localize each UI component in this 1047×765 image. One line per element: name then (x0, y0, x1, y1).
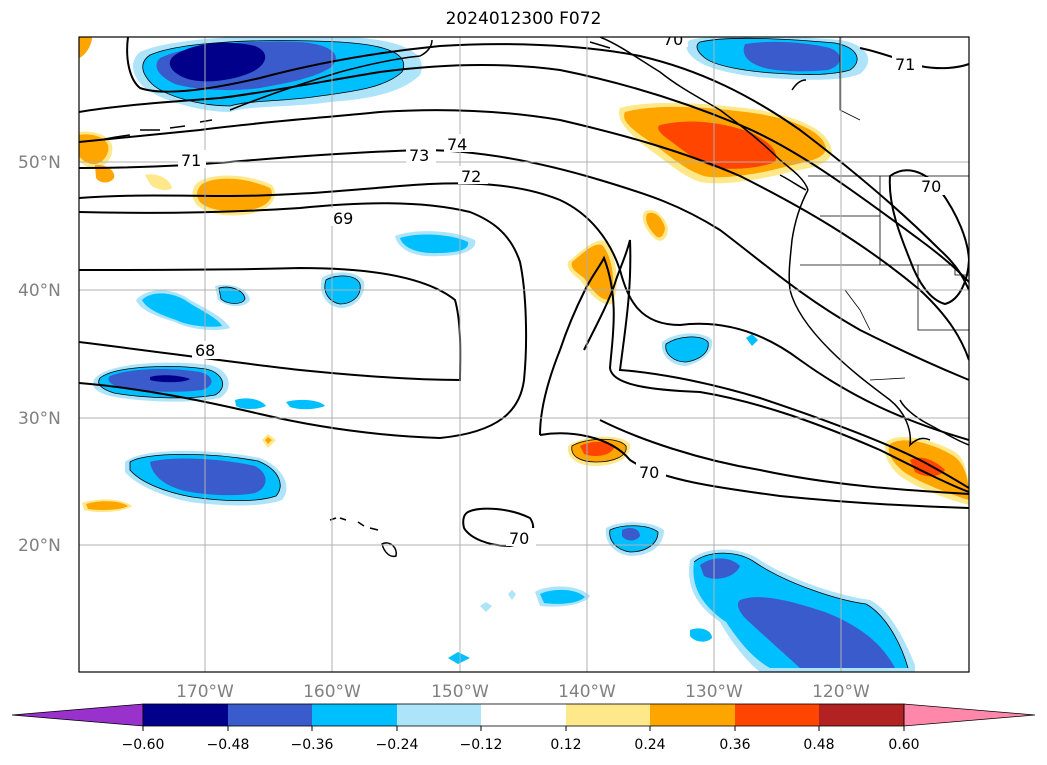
colorbar-tick: 0.36 (719, 737, 750, 753)
colorbar-segment (481, 704, 566, 726)
lon-label: 170°W (176, 682, 234, 702)
lon-label: 160°W (303, 682, 361, 702)
negative-anomaly-southeast (448, 549, 915, 672)
contour-label: 72 (461, 167, 481, 186)
colorbar-tick: 0.12 (550, 737, 581, 753)
lon-label: 130°W (685, 682, 743, 702)
positive-anomaly-small-dots (82, 434, 276, 513)
colorbar-tick: −0.48 (207, 737, 250, 753)
colorbar-segment (143, 704, 228, 726)
anomaly-outlines (98, 37, 909, 669)
colorbar-tick: 0.24 (634, 737, 665, 753)
lon-label: 150°W (431, 682, 489, 702)
contour-labels: 74 73 72 71 71 70 69 68 70 70 70 (178, 30, 946, 548)
colorbar: −0.60 −0.48 −0.36 −0.24 −0.12 0.12 0.24 … (11, 703, 1036, 753)
contour-label: 71 (895, 55, 915, 74)
positive-anomaly-pacific-northwest (619, 102, 832, 184)
height-contours (79, 37, 969, 548)
colorbar-segment (650, 704, 735, 726)
lat-label: 30°N (18, 409, 61, 429)
colorbar-segment (735, 704, 819, 726)
colorbar-segment (566, 704, 650, 726)
longitude-labels: 170°W 160°W 150°W 140°W 130°W 120°W (176, 682, 870, 702)
contour-label: 70 (639, 463, 659, 482)
colorbar-segment (397, 704, 481, 726)
negative-anomaly-gulf-alaska (686, 37, 869, 80)
colorbar-tick: −0.60 (122, 737, 165, 753)
colorbar-tick: −0.12 (460, 737, 503, 753)
colorbar-tick: 0.60 (888, 737, 919, 753)
colorbar-segment (819, 704, 904, 726)
latitude-labels: 50°N 40°N 30°N 20°N (18, 153, 61, 556)
plot-border (78, 36, 970, 673)
contour-label: 74 (447, 135, 467, 154)
lat-label: 40°N (18, 281, 61, 301)
negative-anomaly-west-33n (93, 362, 325, 410)
lat-label: 20°N (18, 536, 61, 556)
coastlines (99, 37, 969, 448)
contour-label: 71 (181, 151, 201, 170)
lon-label: 120°W (812, 682, 870, 702)
lon-label: 140°W (558, 682, 616, 702)
colorbar-extend-max (903, 703, 1036, 727)
map-title: 2024012300 F072 (445, 9, 602, 29)
hawaiian-islands (329, 517, 398, 558)
colorbar-tick: 0.48 (803, 737, 834, 753)
colorbar-tick: −0.24 (376, 737, 419, 753)
colorbar-extend-min (11, 703, 144, 727)
contour-label: 73 (409, 146, 429, 165)
lat-label: 50°N (18, 153, 61, 173)
contour-label: 68 (195, 341, 215, 360)
contour-label: 69 (333, 209, 353, 228)
colorbar-tick: −0.36 (291, 737, 334, 753)
colorbar-segment (228, 704, 312, 726)
contour-label: 70 (509, 529, 529, 548)
contour-label: 70 (663, 30, 683, 49)
colorbar-segment (312, 704, 397, 726)
contour-label: 70 (921, 177, 941, 196)
political-borders (800, 37, 969, 381)
